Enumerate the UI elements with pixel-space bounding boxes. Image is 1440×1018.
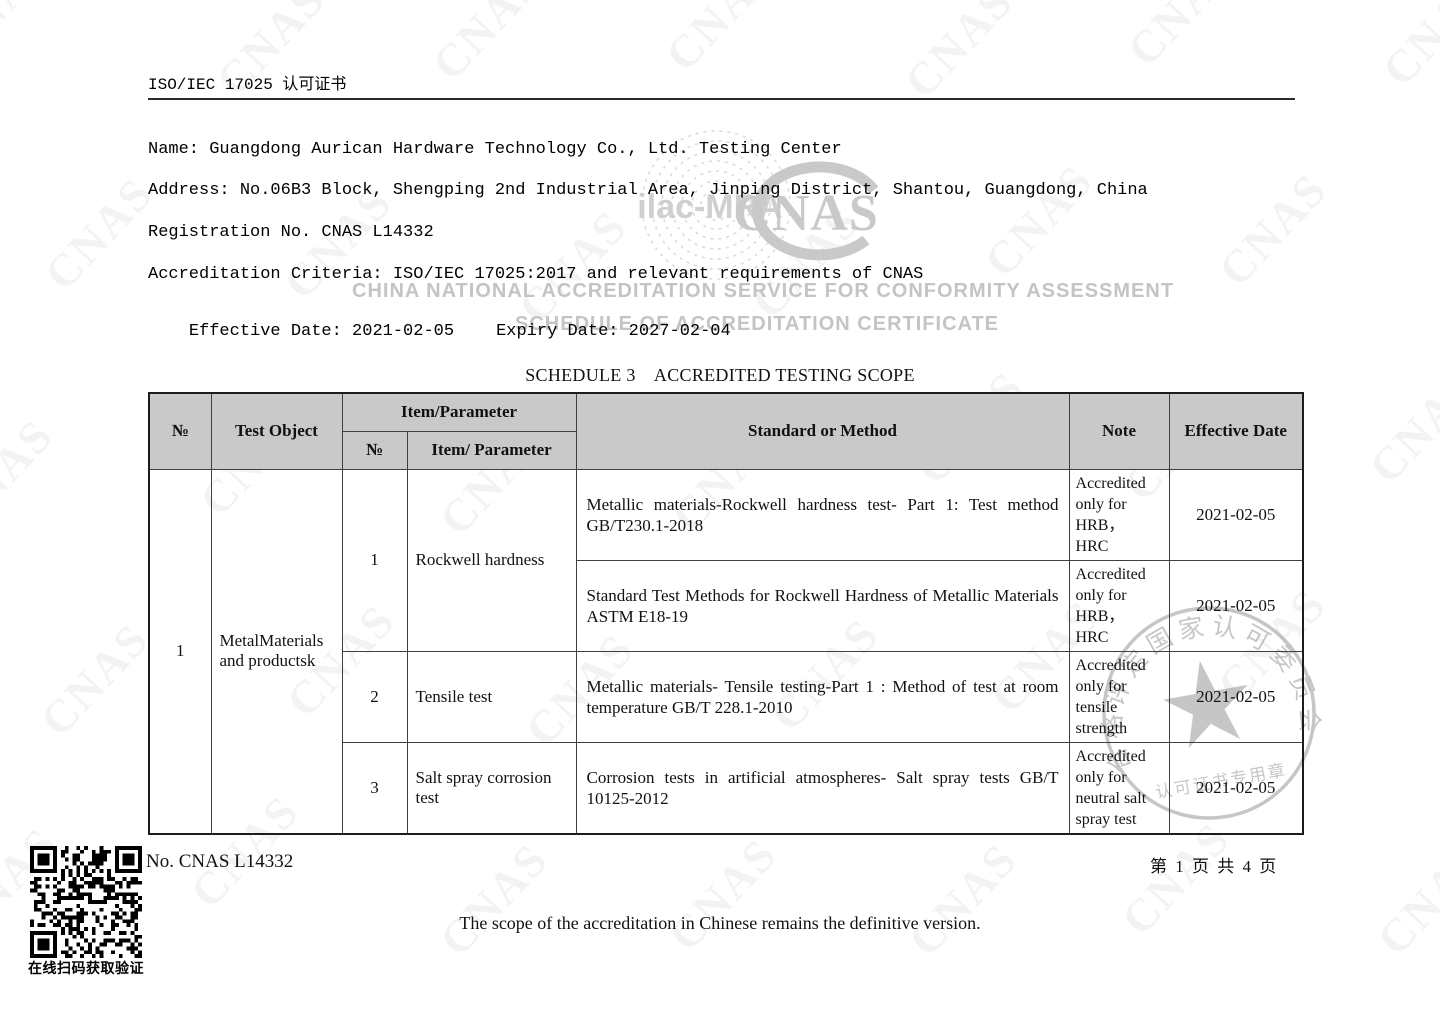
cnas-watermark: CNAS [898, 833, 1027, 966]
standard-cell: Corrosion tests in artificial atmosphere… [575, 741, 1070, 834]
effective-date-cell: 2021-02-05 [1168, 468, 1304, 561]
table-row: 1 MetalMaterials and productsk 1 Rockwel… [148, 468, 1304, 834]
ilac-mra-logo: ilac-MRA [637, 130, 791, 280]
cert-name-line: Name: Guangdong Aurican Hardware Technol… [148, 140, 842, 159]
cnas-watermark: CNAS [974, 154, 1103, 287]
col-header-item-parameter: Item/ Parameter [406, 430, 577, 470]
cnas-watermark: CNAS [1208, 163, 1337, 296]
cert-criteria-line: Accreditation Criteria: ISO/IEC 17025:20… [148, 265, 924, 284]
cnas-watermark: CNAS [1117, 0, 1246, 76]
cnas-watermark: CNAS [34, 167, 163, 300]
col-header-no: № [148, 392, 212, 470]
cert-address-line: Address: No.06B3 Block, Shengping 2nd In… [148, 181, 1148, 200]
cnas-watermark: CNAS [0, 409, 63, 542]
item-parameter-cell: Tensile test [406, 650, 577, 743]
item-parameter-cell: Rockwell hardness [406, 468, 577, 652]
cnas-watermark: CNAS [1372, 0, 1440, 96]
col-header-item-no: № [341, 430, 408, 470]
item-no-cell: 3 [341, 741, 408, 834]
standard-cell: Standard Test Methods for Rockwell Hardn… [575, 559, 1070, 652]
object-no-cell: 1 [148, 468, 212, 834]
item-no-cell: 1 [341, 468, 408, 652]
cnas-watermark: CNAS [422, 0, 551, 90]
footer-registration-no: No. CNAS L14332 [146, 851, 294, 872]
effective-date: Effective Date: 2021-02-05 [188, 322, 455, 341]
col-header-item-parameter-group: Item/Parameter [341, 392, 577, 432]
table-row: 2 Tensile test Metallic materials- Tensi… [149, 650, 1304, 743]
cnas-watermark: CNAS [894, 0, 1023, 108]
page-title: ISO/IEC 17025 认可证书 [148, 76, 347, 94]
cnas-logo: CNAS [733, 161, 879, 261]
cnas-logo-label: CNAS [733, 185, 879, 242]
verification-qr-code [30, 846, 142, 963]
expiry-date: Expiry Date: 2027-02-04 [496, 322, 731, 341]
footer-note: The scope of the accreditation in Chines… [459, 913, 981, 933]
qr-caption: 在线扫码获取验证 [28, 961, 144, 977]
object-name-cell: MetalMaterials and productsk [210, 468, 343, 834]
standard-cell: Metallic materials-Rockwell hardness tes… [575, 468, 1070, 561]
cnas-watermark: CNAS [1367, 832, 1440, 965]
note-cell: Accredited only for HRB， HRC [1068, 559, 1170, 652]
cert-registration-line: Registration No. CNAS L14332 [148, 223, 434, 242]
col-header-note: Note [1068, 392, 1170, 470]
item-no-cell: 2 [341, 650, 408, 743]
watermark-service-line: CHINA NATIONAL ACCREDITATION SERVICE FOR… [352, 280, 1175, 302]
cnas-watermark: CNAS [0, 0, 61, 71]
table-row: 3 Salt spray corrosion test Corrosion te… [149, 741, 1304, 834]
cnas-watermark: CNAS [655, 0, 784, 81]
accredited-scope-table: № Test Object Item/Parameter Standard or… [148, 392, 1305, 835]
note-cell: Accredited only for HRB， HRC [1068, 468, 1170, 561]
schedule-title: SCHEDULE 3 ACCREDITED TESTING SCOPE [525, 365, 915, 385]
note-cell: Accredited only for neutral salt spray t… [1068, 741, 1170, 834]
cnas-watermark: CNAS [30, 613, 159, 746]
col-header-effective-date: Effective Date [1168, 392, 1304, 470]
standard-cell: Metallic materials- Tensile testing-Part… [575, 650, 1070, 743]
effective-date-cell: 2021-02-05 [1168, 650, 1304, 743]
cert-dates-line: Effective Date: 2021-02-05 Expiry Date: 2… [148, 303, 731, 360]
watermark-schedule-line: SCHEDULE OF ACCREDITATION CERTIFICATE [515, 313, 1000, 335]
cnas-watermark: CNAS [658, 828, 787, 961]
effective-date-cell: 2021-02-05 [1168, 741, 1304, 834]
col-header-test-object: Test Object [210, 392, 343, 470]
effective-date-cell: 2021-02-05 [1168, 559, 1304, 652]
col-header-standard: Standard or Method [575, 392, 1070, 470]
cnas-watermark: CNAS [429, 833, 558, 966]
page-number: 第 1 页 共 4 页 [1150, 857, 1279, 876]
header-rule [148, 98, 1295, 100]
note-cell: Accredited only for tensile strength [1068, 650, 1170, 743]
item-parameter-cell: Salt spray corrosion test [406, 741, 577, 834]
